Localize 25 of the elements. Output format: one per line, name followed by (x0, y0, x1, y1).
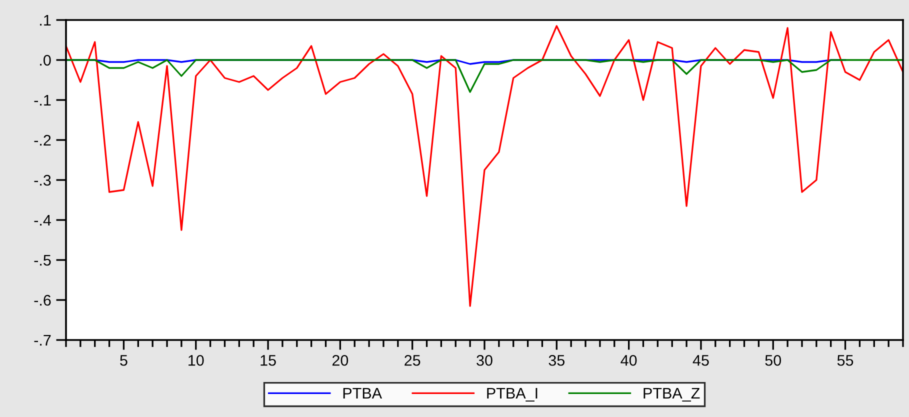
line-series (66, 25, 903, 307)
x-tick-label: 45 (692, 355, 709, 366)
x-tick-label: 35 (548, 354, 565, 366)
x-tick-label: 25 (404, 354, 420, 366)
y-tick-label: -.7 (34, 335, 51, 346)
y-tick-label: -.2 (34, 134, 51, 146)
x-tick-label: 30 (476, 354, 492, 366)
y-tick-label: .1 (40, 15, 51, 26)
x-tick-label: 40 (620, 354, 637, 366)
y-tick-label: -.3 (34, 174, 51, 186)
x-tick-label: 55 (837, 355, 854, 366)
x-tick-label: 15 (260, 355, 276, 366)
legend-label: PTBA_Z (644, 388, 700, 402)
y-tick-label: -.5 (34, 255, 51, 266)
y-tick-label: .0 (40, 54, 51, 66)
line-series (66, 59, 903, 93)
x-tick-label: 10 (188, 354, 204, 366)
y-tick-label: -.6 (34, 294, 51, 306)
x-tick-label: 20 (332, 354, 348, 366)
x-tick-label: 50 (765, 354, 782, 366)
y-tick-label: -.4 (34, 215, 51, 226)
y-tick-label: -.1 (34, 95, 51, 106)
legend-label: PTBA_I (487, 388, 538, 402)
legend-label: PTBA (343, 388, 382, 398)
x-tick-label: 5 (120, 355, 128, 366)
